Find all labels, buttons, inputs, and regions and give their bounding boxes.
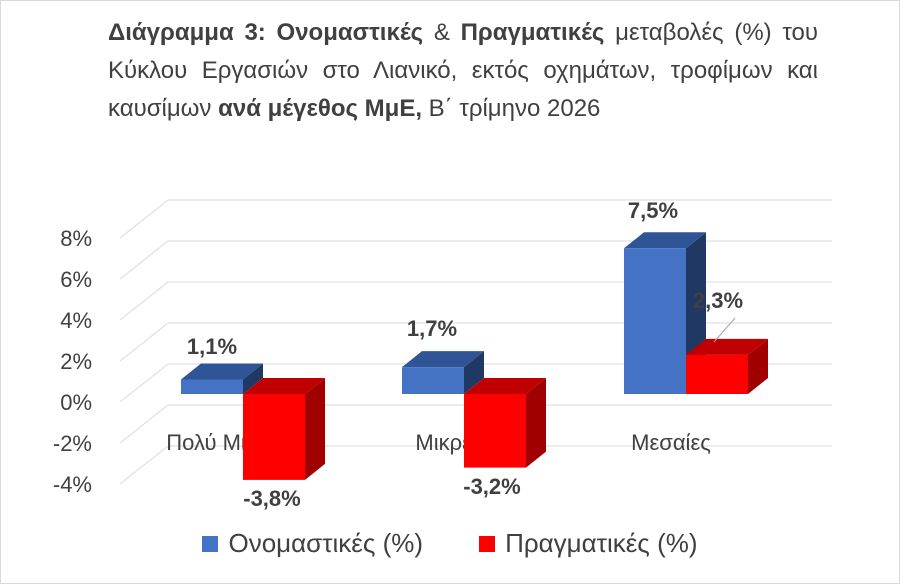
legend-label-nominal: Ονομαστικές (%) xyxy=(228,528,424,558)
data-label: 1,7% xyxy=(407,316,457,341)
bar xyxy=(243,394,305,480)
title-part: μεταβολές (%) του Κύκλου Εργασιών στο Λι… xyxy=(108,19,818,122)
gridline-depth xyxy=(119,281,169,321)
bar-side xyxy=(464,351,484,394)
gridline-depth xyxy=(119,404,169,444)
title-part: Ονομαστικές xyxy=(276,19,424,46)
y-tick-label: 4% xyxy=(60,308,92,333)
bar xyxy=(402,367,464,394)
y-tick-label: 0% xyxy=(60,390,92,415)
legend-item-nominal: Ονομαστικές (%) xyxy=(202,528,423,559)
leader-line xyxy=(713,317,736,343)
title-part: Διάγραμμα 3: xyxy=(108,19,277,46)
bar xyxy=(624,248,686,394)
legend: Ονομαστικές (%) Πραγματικές (%) xyxy=(0,528,900,559)
bar-top xyxy=(464,378,546,394)
legend-item-real: Πραγματικές (%) xyxy=(479,528,698,559)
y-tick-label: 8% xyxy=(60,226,92,251)
legend-swatch-real xyxy=(479,535,496,552)
bar-side xyxy=(526,378,546,468)
data-label: -3,2% xyxy=(463,474,520,499)
gridline-depth xyxy=(119,322,169,362)
chart-title: Διάγραμμα 3: Ονομαστικές & Πραγματικές μ… xyxy=(108,14,818,128)
bar xyxy=(181,379,243,394)
bar-side xyxy=(748,338,768,394)
bar xyxy=(686,354,748,394)
y-tick-label: -4% xyxy=(53,472,92,497)
gridline-depth xyxy=(119,199,169,239)
gridline-depth xyxy=(119,363,169,403)
title-part: & xyxy=(423,19,461,46)
bar-top xyxy=(624,232,706,249)
bar-side xyxy=(243,363,263,394)
data-label: 1,1% xyxy=(187,334,237,359)
bar-top xyxy=(181,363,263,380)
title-part: Β΄ τρίμηνο 2026 xyxy=(422,95,601,122)
bar-top xyxy=(243,378,325,394)
title-part: ανά μέγεθος ΜμΕ, xyxy=(218,95,422,122)
y-tick-label: 6% xyxy=(60,267,92,292)
gridline-depth xyxy=(119,240,169,280)
y-tick-label: -2% xyxy=(53,431,92,456)
data-label: 2,3% xyxy=(693,288,743,313)
data-label: 7,5% xyxy=(628,198,678,223)
legend-swatch-nominal xyxy=(202,535,219,552)
data-label: -3,8% xyxy=(243,486,300,511)
bar-side xyxy=(305,378,325,480)
legend-label-real: Πραγματικές (%) xyxy=(505,528,698,558)
gridline-depth xyxy=(119,445,169,485)
bar-top xyxy=(686,338,768,355)
y-tick-label: 2% xyxy=(60,349,92,374)
bar xyxy=(464,394,526,468)
x-category-label: Μεσαίες xyxy=(631,430,711,455)
title-part: Πραγματικές xyxy=(460,19,605,46)
bar-top xyxy=(402,351,484,368)
